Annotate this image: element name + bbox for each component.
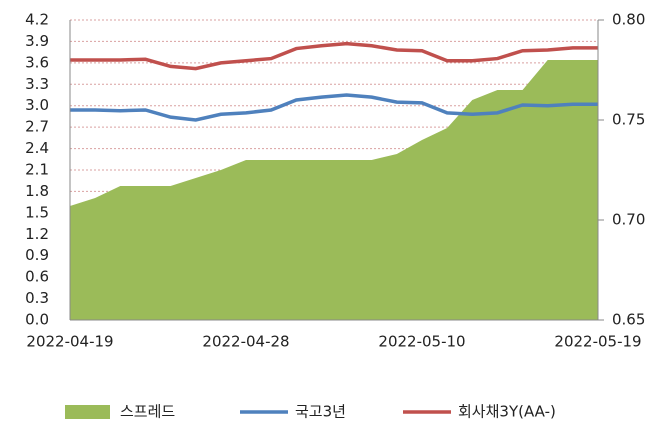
legend-swatch [65, 405, 110, 419]
y-tick-label: 2.4 [25, 139, 49, 157]
area [70, 60, 598, 320]
y-tick-label: 0.9 [25, 246, 49, 264]
legend-label: 회사채3Y(AA-) [458, 403, 556, 421]
x-tick-label: 2022-04-28 [202, 333, 289, 351]
y2-tick-label: 0.65 [612, 311, 645, 329]
y-tick-label: 1.5 [25, 203, 49, 221]
line [70, 93, 598, 122]
x-tick-label: 2022-05-19 [554, 333, 641, 351]
y-tick-label: 4.2 [25, 11, 49, 29]
y-tick-label: 3.6 [25, 53, 49, 71]
y2-tick-label: 0.70 [612, 211, 645, 229]
line [70, 41, 598, 71]
y-tick-label: 1.2 [25, 225, 49, 243]
y-tick-label: 1.8 [25, 182, 49, 200]
x-tick-label: 2022-05-10 [378, 333, 465, 351]
y-tick-label: 2.1 [25, 161, 49, 179]
y-tick-label: 0.0 [25, 311, 49, 329]
legend-label: 스프레드 [120, 403, 175, 421]
y-tick-label: 3.0 [25, 96, 49, 114]
y-tick-label: 3.9 [25, 32, 49, 50]
y-tick-label: 0.6 [25, 268, 49, 286]
y-tick-label: 2.7 [25, 118, 49, 136]
x-tick-label: 2022-04-19 [26, 333, 113, 351]
y2-tick-label: 0.75 [612, 111, 645, 129]
legend-label: 국고3년 [295, 403, 346, 421]
y2-tick-label: 0.80 [612, 11, 645, 29]
y-tick-label: 3.3 [25, 75, 49, 93]
y-tick-label: 0.3 [25, 289, 49, 307]
